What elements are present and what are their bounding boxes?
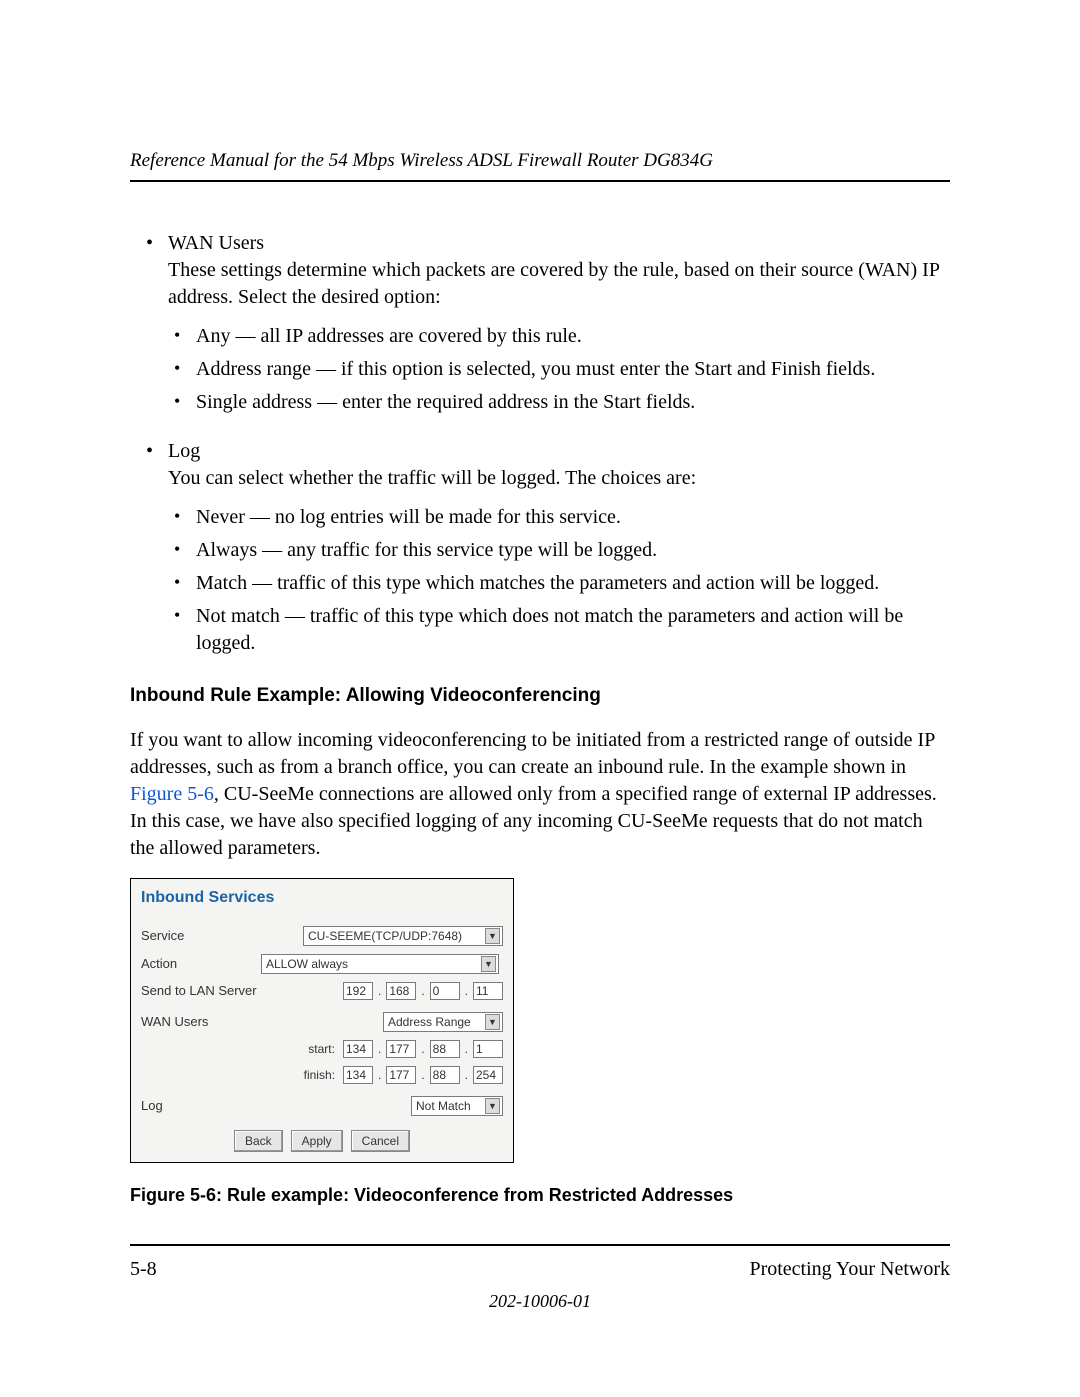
action-select[interactable]: ALLOW always ▼ bbox=[261, 954, 499, 974]
service-label: Service bbox=[141, 927, 261, 945]
start-ip-4[interactable]: 1 bbox=[473, 1040, 503, 1058]
start-label: start: bbox=[297, 1041, 335, 1057]
chapter-title: Protecting Your Network bbox=[749, 1256, 950, 1283]
start-ip-2[interactable]: 177 bbox=[386, 1040, 416, 1058]
start-ip-1[interactable]: 134 bbox=[343, 1040, 373, 1058]
log-desc: You can select whether the traffic will … bbox=[168, 467, 696, 489]
para-text-b: , CU-SeeMe connections are allowed only … bbox=[130, 783, 937, 859]
service-select[interactable]: CU-SEEME(TCP/UDP:7648) ▼ bbox=[303, 926, 503, 946]
section-heading: Inbound Rule Example: Allowing Videoconf… bbox=[130, 683, 950, 709]
body-content: WAN Users These settings determine which… bbox=[130, 230, 950, 1313]
wan-users-desc: These settings determine which packets a… bbox=[168, 259, 939, 308]
lan-ip-1[interactable]: 192 bbox=[343, 982, 373, 1000]
running-header: Reference Manual for the 54 Mbps Wireles… bbox=[130, 150, 950, 182]
figure-caption: Figure 5-6: Rule example: Videoconferenc… bbox=[130, 1183, 950, 1207]
back-button[interactable]: Back bbox=[234, 1130, 283, 1152]
log-select[interactable]: Not Match ▼ bbox=[411, 1096, 503, 1116]
page-number: 5-8 bbox=[130, 1256, 157, 1283]
log-option-match: Match — traffic of this type which match… bbox=[196, 570, 950, 597]
log-field-label: Log bbox=[141, 1097, 261, 1115]
dropdown-arrow-icon: ▼ bbox=[485, 1098, 500, 1114]
finish-ip-1[interactable]: 134 bbox=[343, 1066, 373, 1084]
wan-users-section: WAN Users These settings determine which… bbox=[168, 230, 950, 416]
wan-users-select[interactable]: Address Range ▼ bbox=[383, 1012, 503, 1032]
log-section: Log You can select whether the traffic w… bbox=[168, 438, 950, 657]
cancel-button[interactable]: Cancel bbox=[351, 1130, 410, 1152]
wan-users-title: WAN Users bbox=[168, 232, 264, 254]
panel-title: Inbound Services bbox=[141, 887, 503, 909]
log-option-always: Always — any traffic for this service ty… bbox=[196, 537, 950, 564]
dropdown-arrow-icon: ▼ bbox=[481, 956, 496, 972]
log-option-notmatch: Not match — traffic of this type which d… bbox=[196, 603, 950, 657]
service-value: CU-SEEME(TCP/UDP:7648) bbox=[308, 928, 462, 944]
log-value: Not Match bbox=[416, 1098, 471, 1114]
dropdown-arrow-icon: ▼ bbox=[485, 928, 500, 944]
wan-users-value: Address Range bbox=[388, 1014, 471, 1030]
inbound-services-panel: Inbound Services Service CU-SEEME(TCP/UD… bbox=[130, 878, 514, 1164]
wan-option-single: Single address — enter the required addr… bbox=[196, 389, 950, 416]
action-label: Action bbox=[141, 955, 261, 973]
dropdown-arrow-icon: ▼ bbox=[485, 1014, 500, 1030]
para-text-a: If you want to allow incoming videoconfe… bbox=[130, 729, 935, 778]
lan-ip-3[interactable]: 0 bbox=[430, 982, 460, 1000]
start-ip-3[interactable]: 88 bbox=[430, 1040, 460, 1058]
document-number: 202-10006-01 bbox=[130, 1289, 950, 1313]
finish-ip-4[interactable]: 254 bbox=[473, 1066, 503, 1084]
finish-label: finish: bbox=[297, 1067, 335, 1083]
wan-option-range: Address range — if this option is select… bbox=[196, 356, 950, 383]
finish-ip-3[interactable]: 88 bbox=[430, 1066, 460, 1084]
document-page: Reference Manual for the 54 Mbps Wireles… bbox=[0, 0, 1080, 1373]
apply-button[interactable]: Apply bbox=[291, 1130, 343, 1152]
send-label: Send to LAN Server bbox=[141, 982, 261, 1000]
finish-ip-2[interactable]: 177 bbox=[386, 1066, 416, 1084]
log-title: Log bbox=[168, 440, 200, 462]
lan-ip-4[interactable]: 11 bbox=[473, 982, 503, 1000]
page-footer: 5-8 Protecting Your Network bbox=[130, 1244, 950, 1283]
lan-ip-2[interactable]: 168 bbox=[386, 982, 416, 1000]
wan-option-any: Any — all IP addresses are covered by th… bbox=[196, 323, 950, 350]
figure-link[interactable]: Figure 5-6 bbox=[130, 783, 214, 805]
intro-paragraph: If you want to allow incoming videoconfe… bbox=[130, 727, 950, 862]
log-option-never: Never — no log entries will be made for … bbox=[196, 504, 950, 531]
action-value: ALLOW always bbox=[266, 956, 348, 972]
wan-users-label: WAN Users bbox=[141, 1013, 261, 1031]
